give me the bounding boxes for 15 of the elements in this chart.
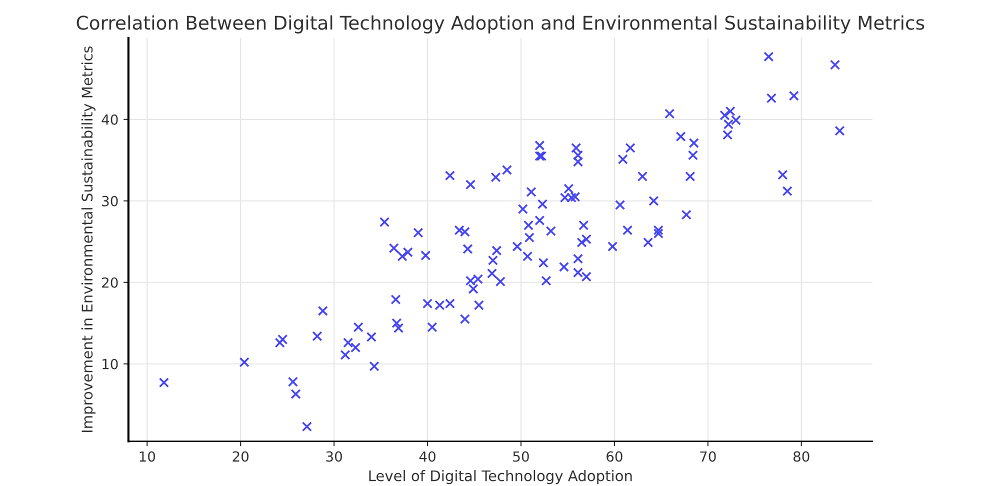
x-axis-title: Level of Digital Technology Adoption — [369, 470, 632, 484]
y-tick-label: 20 — [102, 277, 118, 288]
x-tick-label: 20 — [232, 451, 249, 462]
x-tick-label: 30 — [326, 451, 342, 462]
x-tick-label: 40 — [419, 451, 436, 462]
y-tick-label: 40 — [102, 114, 118, 125]
x-tick-label: 50 — [513, 451, 529, 462]
x-tick-label: 80 — [793, 451, 810, 462]
y-tick-label: 10 — [102, 358, 118, 370]
x-tick-label: 60 — [606, 451, 622, 462]
chart-title: Correlation Between Digital Technology Adoption and Environmental Sustainability Metrics — [76, 15, 924, 34]
y-axis-title: Improvement in Environmental Sustainability Metrics — [81, 46, 96, 432]
y-tick-label: 30 — [102, 196, 118, 206]
x-tick-label: 10 — [140, 451, 156, 462]
x-tick-label: 70 — [700, 451, 716, 462]
